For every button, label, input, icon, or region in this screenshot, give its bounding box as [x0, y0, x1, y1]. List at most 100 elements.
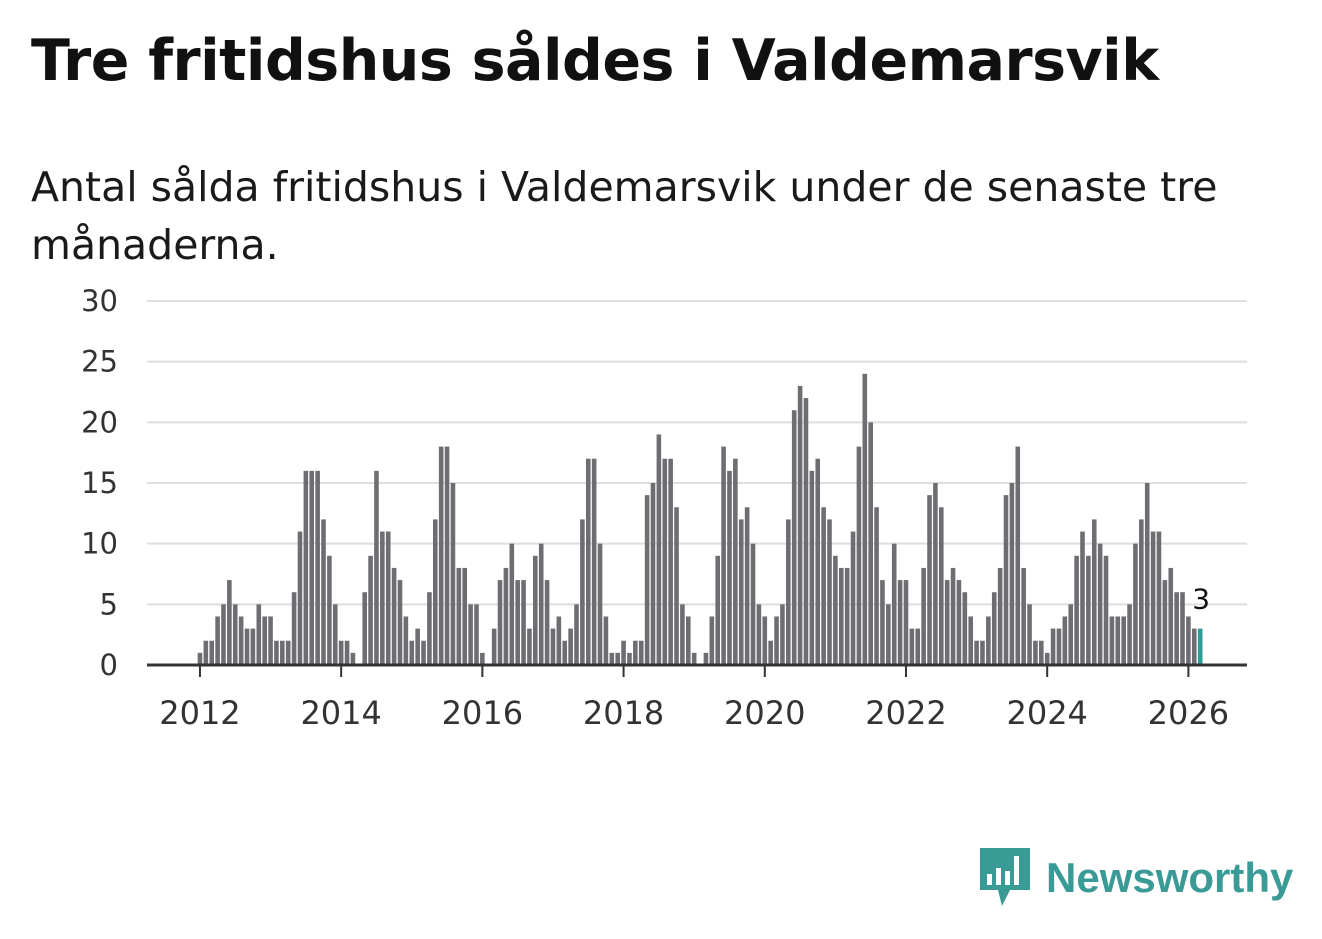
x-tick-label: 2026: [1148, 694, 1229, 732]
bar: [891, 543, 897, 665]
bar: [385, 531, 391, 665]
bar: [597, 543, 603, 665]
bar: [474, 604, 479, 665]
bar: [1039, 640, 1044, 665]
bar: [609, 652, 615, 665]
bar: [1009, 483, 1015, 665]
bar: [662, 458, 668, 665]
bar: [844, 567, 850, 665]
labels: 3: [1192, 583, 1210, 616]
bar: [897, 580, 903, 665]
bar: [1033, 640, 1038, 665]
bar: [674, 507, 679, 665]
bar: [256, 604, 262, 665]
bar: [621, 640, 626, 665]
bar: [1080, 531, 1085, 665]
bars: [197, 373, 1203, 665]
bar: [738, 519, 744, 665]
bar: [685, 616, 691, 665]
bar: [515, 580, 520, 665]
chart-title: Tre fritidshus såldes i Valdemarsvik: [31, 28, 1159, 94]
bar: [756, 604, 762, 665]
bar: [1133, 543, 1138, 665]
bar: [568, 628, 573, 665]
y-tick-label: 10: [81, 527, 118, 561]
bar: [285, 640, 291, 665]
bar: [986, 616, 991, 665]
bar: [197, 652, 203, 665]
bar: [633, 640, 638, 665]
gridlines: [147, 300, 1247, 606]
bar: [815, 458, 821, 665]
last-value-label: 3: [1192, 583, 1210, 616]
bar-chart-logo-icon: [980, 848, 1030, 906]
bar: [1021, 567, 1026, 665]
bar: [503, 567, 509, 665]
bar: [444, 446, 450, 665]
axes: 0 5 10 15 20 25 30 2012 2014 2016 2018 2020 2022 2024…: [81, 284, 1247, 732]
bar: [1044, 652, 1050, 665]
bar: [1144, 483, 1150, 665]
bar: [862, 373, 868, 665]
bar: [1074, 555, 1079, 665]
bar: [421, 640, 426, 665]
bar: [562, 640, 568, 665]
bar: [762, 616, 768, 665]
x-tick-label: 2016: [442, 694, 523, 732]
bar: [291, 592, 297, 665]
bar: [280, 640, 285, 665]
bar: [415, 628, 420, 665]
bar: [297, 531, 303, 665]
bar: [950, 567, 956, 665]
bar: [886, 604, 891, 665]
bar: [433, 519, 438, 665]
bar: [821, 507, 826, 665]
bar: [750, 543, 756, 665]
bar: [268, 616, 273, 665]
bar: [397, 580, 403, 665]
bar: [1174, 592, 1179, 665]
bar: [1186, 616, 1191, 665]
bar: [321, 519, 326, 665]
bar: [497, 580, 503, 665]
bar: [574, 604, 579, 665]
y-tick-label: 20: [81, 405, 118, 439]
bar: [403, 616, 409, 665]
bar: [244, 628, 250, 665]
bar: [1191, 628, 1197, 665]
bar: [803, 398, 809, 665]
bar: [309, 470, 315, 665]
bar: [591, 458, 597, 665]
bar: [774, 616, 779, 665]
bar: [797, 385, 803, 665]
bar: [344, 640, 350, 665]
bar: [856, 446, 862, 665]
bar: [1168, 567, 1174, 665]
bar: [274, 640, 279, 665]
bar: [603, 616, 609, 665]
bar: [1003, 495, 1009, 665]
bar: [721, 446, 726, 665]
bar: [1027, 604, 1032, 665]
bar: [250, 628, 256, 665]
x-tick-label: 2014: [300, 694, 381, 732]
bar: [1139, 519, 1144, 665]
bar: [1103, 555, 1109, 665]
bar: [880, 580, 885, 665]
bar: [438, 446, 444, 665]
y-tick-label: 5: [100, 587, 118, 621]
bar: [644, 495, 650, 665]
bar: [1150, 531, 1156, 665]
bar: [468, 604, 473, 665]
bar: [1068, 604, 1074, 665]
bar: [709, 616, 715, 665]
bar: [521, 580, 526, 665]
bar: [362, 592, 367, 665]
bar: [733, 458, 738, 665]
bar: [715, 555, 721, 665]
highlight-bar: [1197, 628, 1203, 665]
bar: [727, 470, 732, 665]
bar: [944, 580, 950, 665]
bar: [833, 555, 838, 665]
bar: [668, 458, 673, 665]
